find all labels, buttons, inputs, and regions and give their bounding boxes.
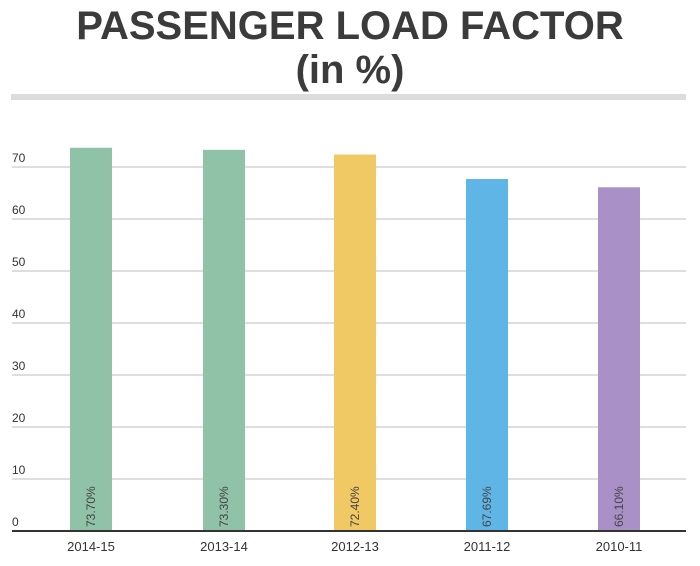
x-tick-label: 2011-12 <box>464 539 511 554</box>
bar <box>203 149 245 531</box>
y-tick-label: 20 <box>12 411 26 425</box>
data-label: 66.10% <box>612 486 626 527</box>
y-tick-label: 0 <box>12 515 19 529</box>
data-label: 73.30% <box>217 486 231 527</box>
x-tick-label: 2014-15 <box>67 539 115 554</box>
chart-title: PASSENGER LOAD FACTOR (in %) <box>0 4 700 92</box>
data-label: 73.70% <box>84 486 98 527</box>
y-tick-label: 10 <box>12 463 26 477</box>
chart-title-line2: (in %) <box>295 48 405 92</box>
x-tick-label: 2010-11 <box>596 539 643 554</box>
y-tick-label: 40 <box>12 307 26 321</box>
data-label: 72.40% <box>348 486 362 527</box>
bar <box>466 179 508 531</box>
bar <box>334 154 376 531</box>
y-tick-label: 50 <box>12 255 26 269</box>
bar <box>598 187 640 531</box>
y-tick-label: 30 <box>12 359 26 373</box>
y-tick-label: 70 <box>12 151 26 165</box>
x-tick-label: 2013-14 <box>200 539 248 554</box>
data-label: 67.69% <box>480 486 494 527</box>
title-divider <box>11 94 686 100</box>
x-tick-label: 2012-13 <box>331 539 379 554</box>
y-tick-label: 60 <box>12 203 26 217</box>
bar <box>70 147 112 531</box>
chart-title-line1: PASSENGER LOAD FACTOR <box>76 4 624 48</box>
